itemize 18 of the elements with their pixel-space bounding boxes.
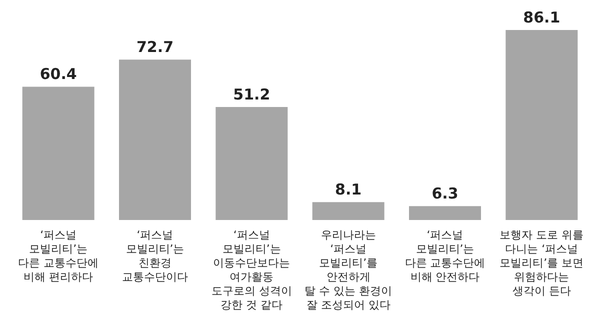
x-tick-label: 보행자 도로 위를 다니는 ‘퍼스널 모빌리티’를 보면 위험하다는 생각이 든다 — [500, 228, 584, 298]
x-tick-label: ‘퍼스널 모빌리티’는 다른 교통수단에 비해 안전하다 — [404, 228, 486, 284]
data-label: 6.3 — [432, 184, 458, 203]
x-tick-label: 우리나라는 ‘퍼스널 모빌리티’를 안전하게 탈 수 있는 환경이 잘 조성되어 있다 — [304, 228, 392, 312]
data-label: 8.1 — [335, 180, 362, 199]
bar — [506, 30, 578, 220]
data-label: 51.2 — [233, 86, 270, 104]
bar — [409, 206, 481, 220]
x-tick-label: ‘퍼스널 모빌리티’는 이동수단보다는 여가활동 도구로의 성격이 강한 것 같다 — [211, 228, 292, 312]
x-tick-label: ‘퍼스널 모빌리티’는 다른 교통수단에 비해 편리하다 — [18, 228, 99, 284]
data-label: 60.4 — [40, 65, 77, 84]
bar — [119, 60, 191, 220]
x-tick-label: ‘퍼스널 모빌리티’는 친환경 교통수단이다 — [122, 228, 188, 284]
data-label: 72.7 — [136, 38, 174, 56]
bar — [22, 86, 94, 220]
data-label: 86.1 — [523, 8, 560, 26]
bar — [312, 202, 384, 220]
bar — [216, 107, 288, 220]
